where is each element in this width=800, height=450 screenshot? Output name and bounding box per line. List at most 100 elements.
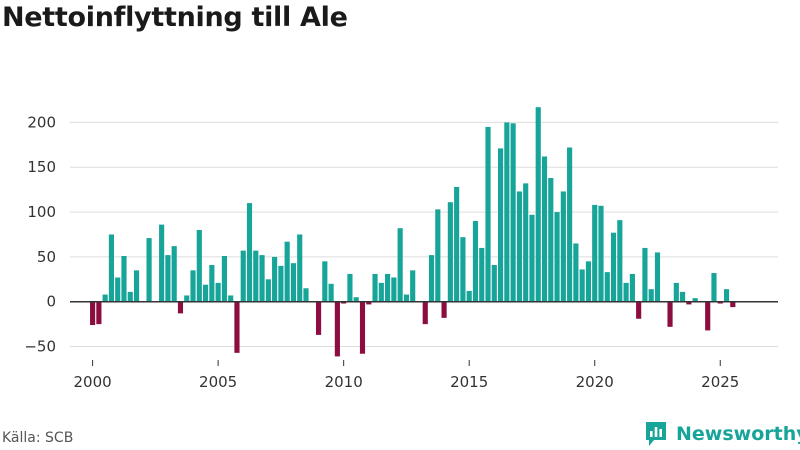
bar (636, 301, 642, 319)
bar (253, 250, 259, 302)
x-tick-label: 2005 (199, 373, 237, 391)
bar (516, 191, 522, 302)
bar (334, 301, 340, 357)
bars (90, 107, 736, 357)
y-axis-ticks: −50 0 50 100 150 200 (24, 113, 56, 355)
bar (711, 273, 717, 302)
bar (108, 234, 114, 302)
x-tick-label: 2020 (576, 373, 614, 391)
bar (171, 246, 177, 302)
bar (246, 203, 253, 302)
newsworthy-logo-icon (646, 422, 666, 446)
bar (504, 122, 510, 302)
newsworthy-logo[interactable]: Newsworthy (644, 420, 800, 448)
bar (560, 191, 566, 302)
x-axis-ticks: 2000 2005 2010 2015 2020 2025 (74, 360, 739, 391)
bar (686, 301, 692, 305)
bar (692, 298, 698, 302)
bar (648, 289, 654, 302)
bar (422, 301, 428, 325)
bar (278, 265, 284, 302)
y-tick-label: 0 (46, 293, 56, 311)
bar (529, 214, 535, 302)
bar (535, 107, 541, 302)
chart-title: Nettoinflyttning till Ale (2, 2, 348, 33)
bar (228, 295, 234, 302)
x-tick-label: 2010 (325, 373, 363, 391)
bar (705, 301, 711, 331)
y-tick-label: 200 (27, 113, 56, 131)
bar (290, 263, 297, 302)
bar (680, 291, 686, 302)
bar (341, 301, 347, 304)
bar (196, 230, 202, 302)
bar (510, 123, 516, 302)
bar (272, 256, 278, 302)
bar (96, 301, 102, 325)
x-tick-label: 2015 (450, 373, 488, 391)
bar (428, 255, 435, 302)
bar (366, 301, 372, 305)
bar (215, 282, 221, 302)
bar (554, 212, 560, 302)
bar (385, 273, 391, 302)
bar (221, 256, 227, 302)
bar (284, 241, 290, 302)
bar (447, 202, 453, 302)
bar (479, 247, 485, 302)
bar (397, 228, 403, 302)
bar (654, 252, 661, 302)
bar (322, 261, 328, 302)
bar (617, 220, 623, 302)
bar (466, 290, 472, 302)
bar (592, 204, 598, 302)
bar (598, 205, 604, 302)
bar (259, 255, 265, 302)
bar (328, 283, 334, 302)
bar (441, 301, 447, 318)
bar (604, 272, 610, 302)
bar (165, 255, 171, 302)
bar (347, 273, 353, 302)
bar (485, 126, 491, 302)
bar (159, 224, 165, 302)
bar (372, 273, 378, 302)
bar (579, 269, 585, 302)
bar (359, 301, 366, 354)
bar (115, 277, 121, 302)
bar (723, 289, 730, 302)
bar (610, 232, 617, 302)
bar (146, 238, 152, 302)
bar (717, 301, 723, 304)
bar (730, 301, 736, 308)
bar (435, 209, 441, 302)
bar (240, 250, 246, 302)
bar (90, 301, 96, 326)
bar (265, 279, 271, 302)
bar (629, 273, 635, 302)
y-tick-label: −50 (24, 338, 56, 356)
bar (567, 147, 573, 302)
y-tick-label: 100 (27, 203, 56, 221)
bar (454, 186, 460, 302)
source-label: Källa: SCB (2, 430, 74, 446)
bar (548, 178, 554, 302)
bar (573, 243, 579, 302)
bar (378, 282, 384, 302)
bar (673, 282, 679, 302)
bar (133, 270, 140, 302)
x-tick-label: 2025 (701, 373, 739, 391)
bar (184, 295, 190, 302)
bar (642, 247, 648, 302)
bar (403, 294, 409, 302)
bar (498, 148, 504, 302)
bar (353, 297, 359, 302)
bar (585, 261, 592, 302)
bar (391, 277, 397, 302)
bar (460, 237, 466, 302)
bar (523, 183, 529, 302)
bar (190, 270, 196, 302)
bar (234, 301, 240, 353)
bar (303, 288, 309, 302)
